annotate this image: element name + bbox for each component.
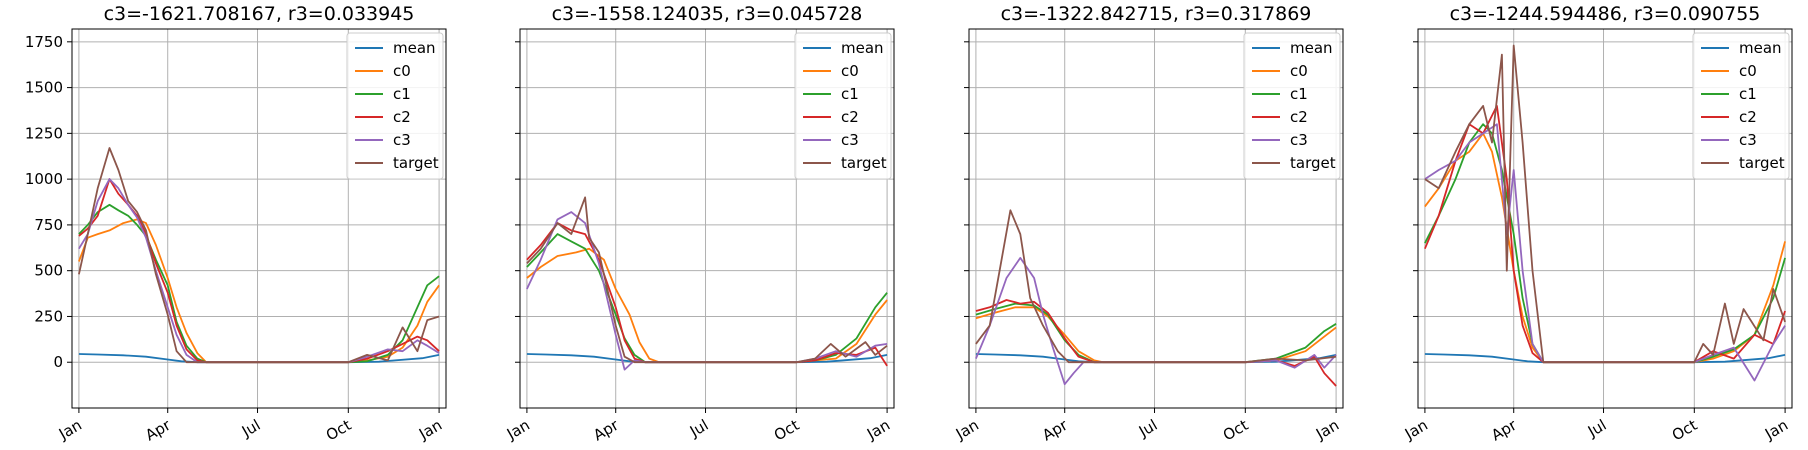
x-tick-label: Oct [323, 416, 355, 445]
legend-label-mean: mean [1739, 39, 1782, 57]
axes-frame [968, 28, 1344, 409]
legend: mean c0 c1 c2 c3 target [1243, 32, 1341, 180]
chart-panel-4: Jan Apr Jul Oct Jan c3=-1244.594486, r3=0.090… [1401, 3, 1793, 445]
series-line-c2 [975, 299, 1337, 387]
x-tick-label: Jan [1401, 416, 1431, 444]
chart-panel-2: Jan Apr Jul Oct Jan c3=-1558.124035, r3=0.045… [503, 3, 895, 445]
series-group [975, 209, 1337, 387]
series-line-c3 [526, 211, 888, 371]
x-tick-label: Oct [1669, 416, 1701, 445]
legend-label-c1: c1 [393, 85, 411, 103]
legend-box [346, 32, 444, 180]
legend: mean c0 c1 c2 c3 target [794, 32, 892, 180]
series-group [78, 147, 440, 364]
y-tick-label: 1000 [25, 170, 63, 188]
x-tick-label: Jul [238, 416, 264, 441]
series-group [1424, 44, 1786, 382]
y-tick-label: 750 [34, 216, 63, 234]
series-line-target [78, 147, 440, 364]
axes-frame [71, 28, 447, 409]
y-tick-label: 1250 [25, 124, 63, 142]
legend: mean c0 c1 c2 c3 target [1692, 32, 1790, 180]
axes-frame [1417, 28, 1793, 409]
legend-label-c0: c0 [1290, 62, 1308, 80]
legend-label-c2: c2 [393, 108, 411, 126]
series-line-c2 [1424, 105, 1786, 364]
legend-label-c3: c3 [1739, 131, 1757, 149]
series-line-mean [526, 353, 888, 364]
series-line-mean [1424, 353, 1786, 364]
series-line-c0 [975, 306, 1337, 364]
chart-title: c3=-1558.124035, r3=0.045728 [552, 3, 863, 25]
x-tick-label: Jan [863, 416, 893, 444]
legend-box [1692, 32, 1790, 180]
x-tick-label: Jul [1584, 416, 1610, 441]
legend-label-target: target [1739, 154, 1785, 172]
chart-title: c3=-1322.842715, r3=0.317869 [1001, 3, 1312, 25]
y-tick-label: 0 [53, 353, 63, 371]
legend-label-c1: c1 [1290, 85, 1308, 103]
legend-box [794, 32, 892, 180]
axes-frame [519, 28, 895, 409]
x-tick-label: Jan [952, 416, 982, 444]
x-tick-label: Jan [415, 416, 445, 444]
legend: mean c0 c1 c2 c3 target [346, 32, 444, 180]
legend-label-c0: c0 [393, 62, 411, 80]
y-tick-label: 1500 [25, 79, 63, 97]
legend-label-c1: c1 [1739, 85, 1757, 103]
series-line-mean [975, 353, 1337, 364]
legend-label-c1: c1 [841, 85, 859, 103]
series-line-c1 [1424, 123, 1786, 364]
x-tick-label: Jul [686, 416, 712, 441]
x-tick-label: Apr [590, 415, 622, 444]
chart-panel-1: 0 250 500 750 1000 1250 1500 1750 Jan Apr Jul Oct Ja… [25, 3, 447, 445]
series-group [526, 196, 888, 371]
x-tick-label: Apr [1488, 415, 1520, 444]
legend-box [1243, 32, 1341, 180]
chart-title: c3=-1244.594486, r3=0.090755 [1450, 3, 1761, 25]
series-line-c1 [526, 233, 888, 364]
chart-panel-3: Jan Apr Jul Oct Jan c3=-1322.842715, r3=0.317… [952, 3, 1344, 445]
series-line-c1 [78, 203, 440, 364]
x-tick-label: Jan [1312, 416, 1342, 444]
legend-label-target: target [1290, 154, 1336, 172]
series-line-c3 [78, 178, 440, 364]
legend-label-c3: c3 [841, 131, 859, 149]
series-line-target [1424, 44, 1786, 364]
series-line-c2 [78, 178, 440, 364]
series-line-c3 [975, 257, 1337, 386]
legend-label-c2: c2 [1290, 108, 1308, 126]
y-tick-label: 1750 [25, 33, 63, 51]
y-tick-label: 500 [34, 262, 63, 280]
x-tick-label: Jan [503, 416, 533, 444]
legend-label-c3: c3 [1290, 131, 1308, 149]
legend-label-mean: mean [393, 39, 436, 57]
series-line-c1 [975, 302, 1337, 364]
series-line-c0 [78, 218, 440, 364]
x-tick-label: Jan [55, 416, 85, 444]
x-tick-label: Apr [142, 415, 174, 444]
legend-label-c0: c0 [841, 62, 859, 80]
x-tick-label: Oct [1220, 416, 1252, 445]
series-line-target [526, 196, 888, 364]
x-tick-label: Oct [771, 416, 803, 445]
x-tick-label: Jan [1761, 416, 1791, 444]
series-line-target [975, 209, 1337, 364]
x-tick-label: Apr [1039, 415, 1071, 444]
y-tick-label: 250 [34, 307, 63, 325]
legend-label-mean: mean [841, 39, 884, 57]
legend-label-c2: c2 [1739, 108, 1757, 126]
legend-label-c0: c0 [1739, 62, 1757, 80]
series-line-c2 [526, 222, 888, 367]
legend-label-c3: c3 [393, 131, 411, 149]
series-line-mean [78, 353, 440, 364]
x-tick-label: Jul [1135, 416, 1161, 441]
series-line-c3 [1424, 123, 1786, 382]
legend-label-mean: mean [1290, 39, 1333, 57]
legend-label-target: target [841, 154, 887, 172]
legend-label-target: target [393, 154, 439, 172]
legend-label-c2: c2 [841, 108, 859, 126]
chart-title: c3=-1621.708167, r3=0.033945 [104, 3, 415, 25]
